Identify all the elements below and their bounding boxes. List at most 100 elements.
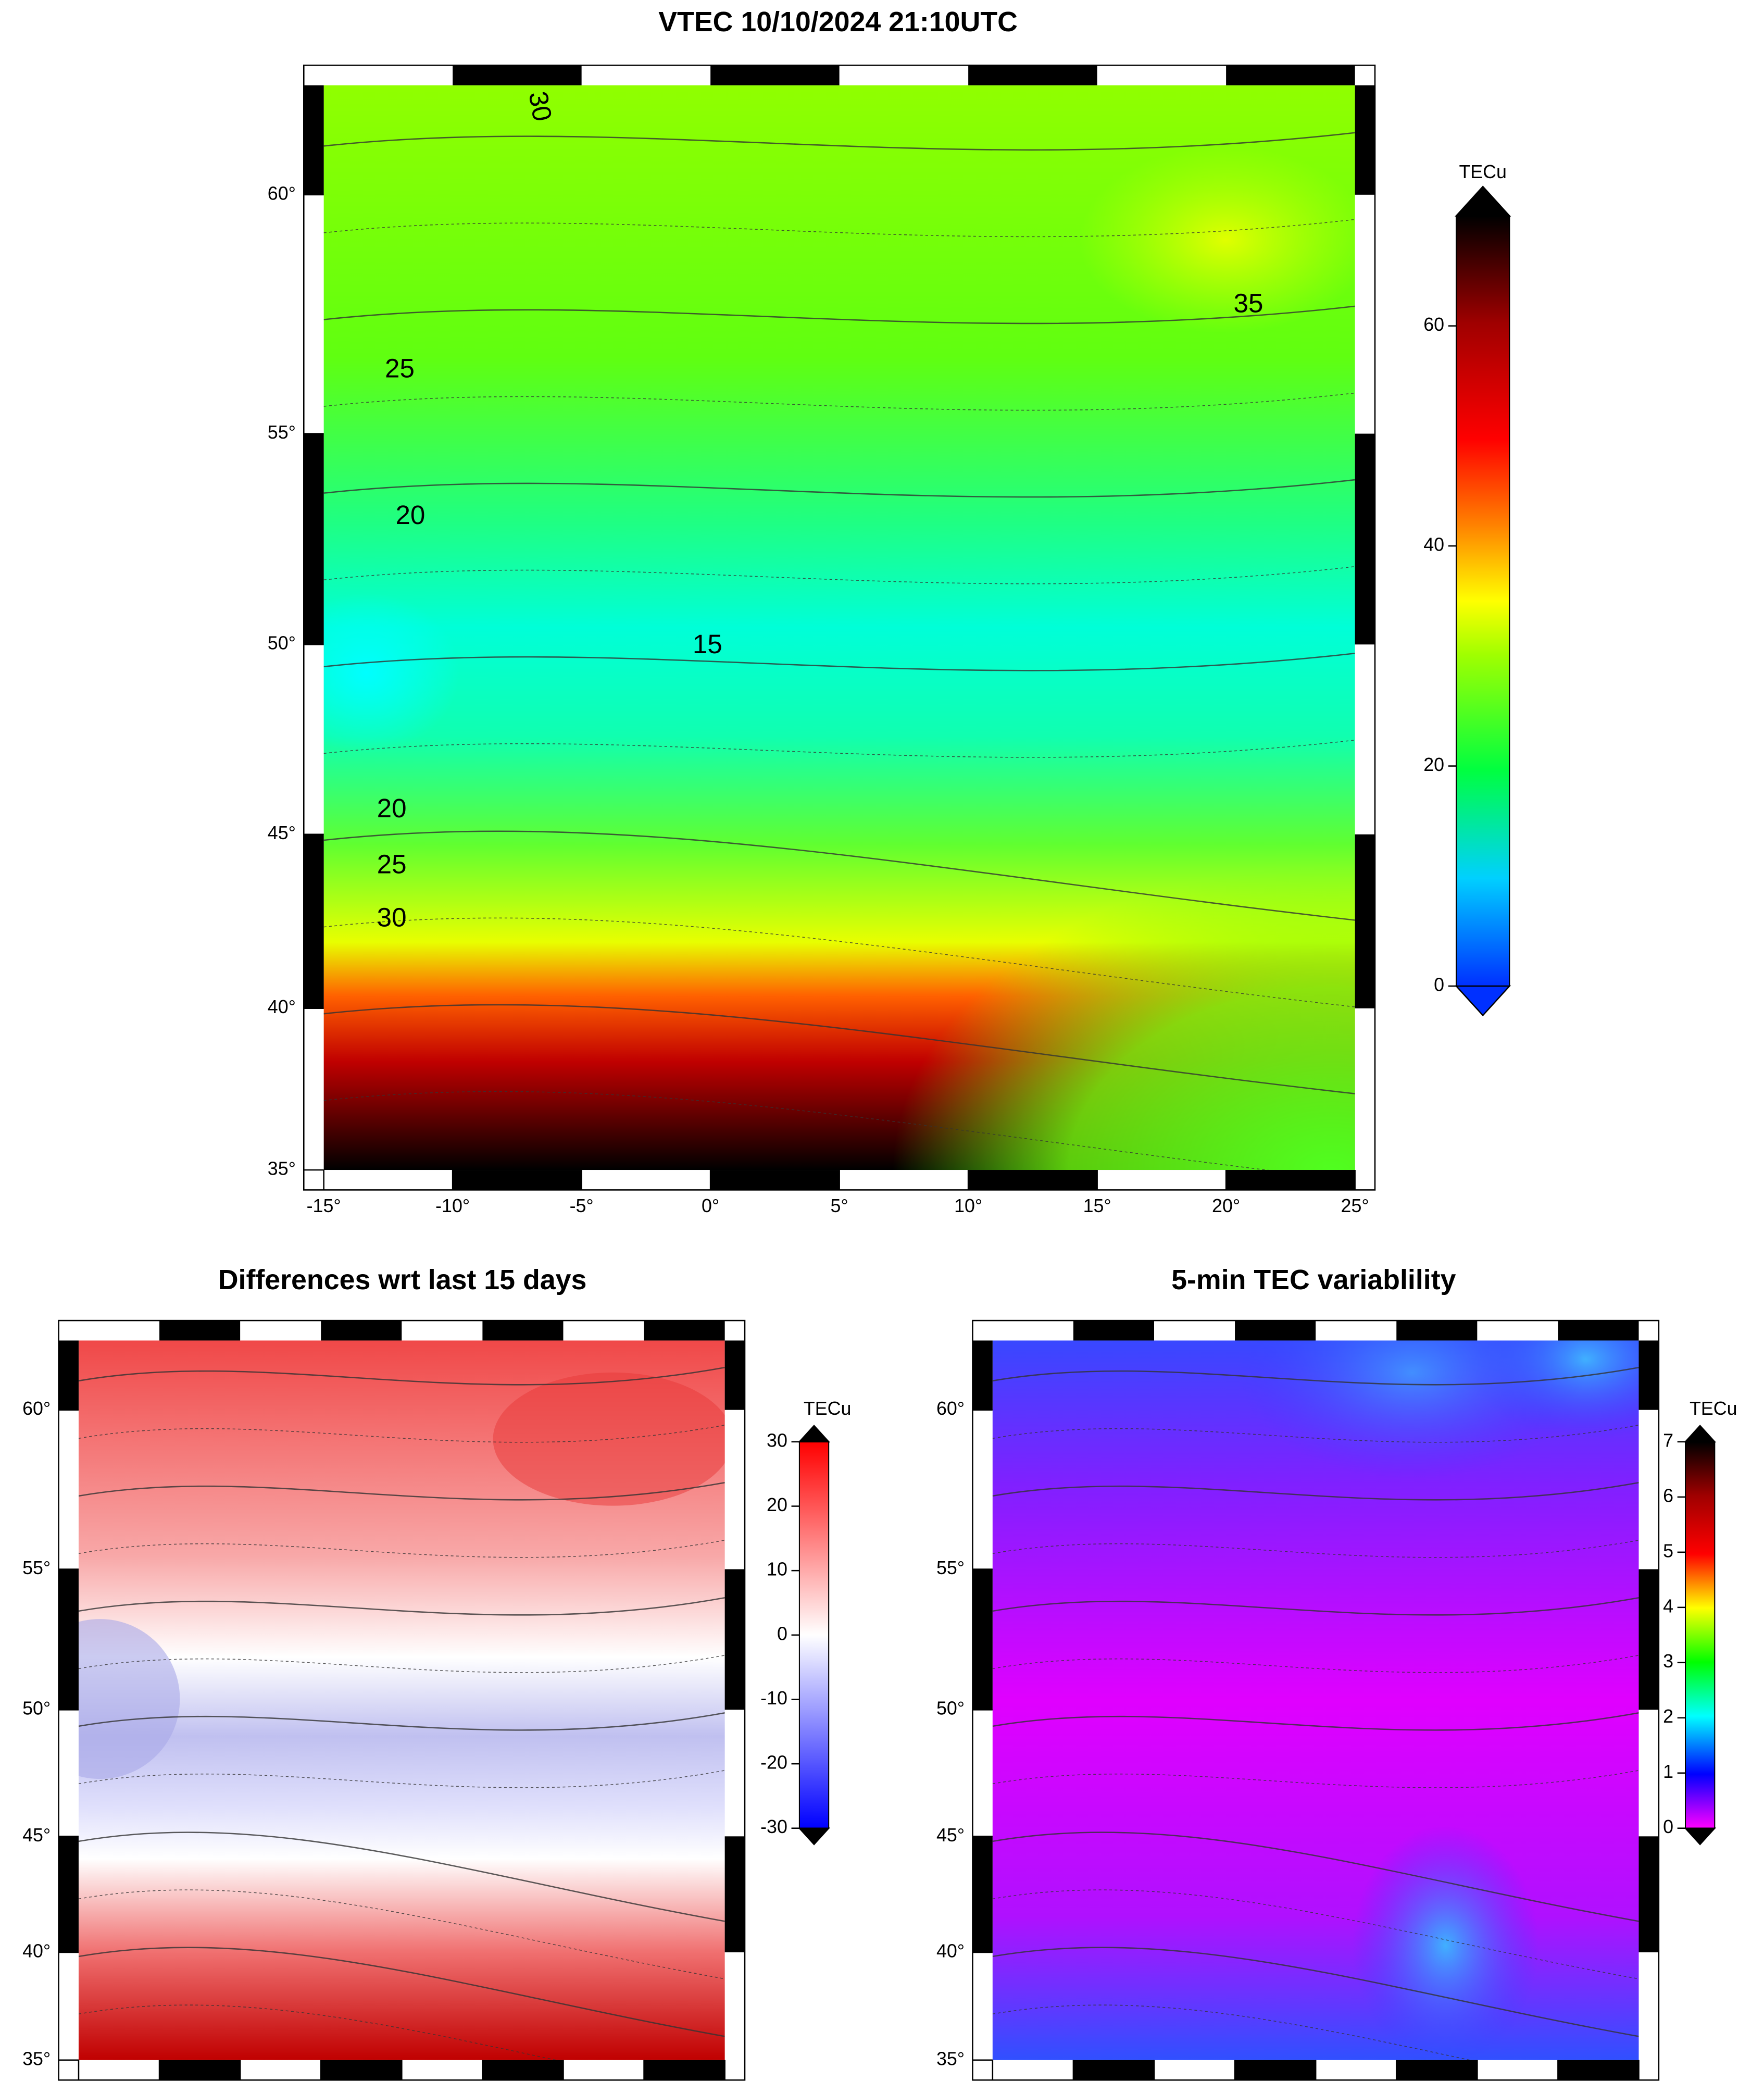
map-panel: Differences wrt last 15 days-15°-10°-5°0…	[22, 1264, 852, 2081]
contour-line	[78, 1597, 725, 1616]
colorbar-title: TECu	[804, 1398, 852, 1419]
contour-line	[992, 1540, 1639, 1558]
frame-block	[58, 1340, 79, 1410]
field-shading	[493, 1372, 725, 1506]
lat-tick-label: 55°	[268, 422, 296, 443]
colorbar-tick-label: -30	[760, 1816, 787, 1837]
colorbar-tick-label: -20	[760, 1752, 787, 1773]
field-shading	[323, 593, 460, 753]
contour-line	[78, 1889, 725, 1979]
map-overlay	[992, 1340, 1639, 2060]
colorbar-arrow	[1684, 1827, 1717, 1846]
colorbar	[1685, 1441, 1716, 1829]
lon-tick-label: 25°	[1341, 1195, 1369, 1216]
contour-line	[323, 1004, 1355, 1094]
frame-block	[972, 1340, 993, 1410]
colorbar-tick-label: 60	[1423, 314, 1444, 335]
contour-line	[323, 830, 1355, 921]
frame-block	[1226, 65, 1355, 85]
panel-title: VTEC 10/10/2024 21:10UTC	[658, 6, 1018, 38]
lon-tick-label: 5°	[831, 1195, 848, 1216]
lon-tick-label: -10°	[435, 1195, 470, 1216]
colorbar-arrow	[1455, 985, 1511, 1017]
frame-block	[644, 2060, 725, 2080]
colorbar-tick-label: 3	[1663, 1651, 1673, 1672]
panel-title: 5-min TEC variablility	[1171, 1264, 1456, 1295]
colorbar-tick-label: 1	[1663, 1761, 1673, 1782]
contour-label: 25	[385, 354, 415, 383]
colorbar-tick-label: 30	[767, 1430, 787, 1451]
frame-block	[1073, 1320, 1154, 1341]
lat-tick-label: 50°	[936, 1698, 965, 1719]
lat-tick-label: 45°	[268, 823, 296, 843]
lon-tick-label: -5°	[570, 1195, 594, 1216]
contour-line	[323, 917, 1355, 1007]
map-overlay	[323, 132, 1355, 1170]
frame-block	[1355, 433, 1375, 645]
frame-block	[1235, 2060, 1316, 2080]
contour-label: 30	[377, 903, 407, 932]
colorbar-arrow	[1684, 1425, 1717, 1443]
lat-tick-label: 50°	[268, 633, 296, 654]
lat-tick-label: 50°	[22, 1698, 51, 1719]
colorbar-tick-label: 6	[1663, 1485, 1673, 1506]
frame-block	[1396, 2060, 1478, 2080]
colorbar-tick-label: 4	[1663, 1596, 1673, 1616]
lat-tick-label: 35°	[22, 2048, 51, 2069]
lon-tick-label: 10°	[954, 1195, 982, 1216]
lat-tick-label: 35°	[936, 2048, 965, 2069]
frame-block	[482, 2060, 564, 2080]
lat-tick-label: 40°	[936, 1940, 965, 1961]
contour-line	[323, 305, 1355, 325]
frame-block	[1235, 1320, 1316, 1341]
frame-block	[1396, 1320, 1478, 1341]
frame-block	[1638, 1569, 1659, 1710]
contour-line	[78, 1947, 725, 2037]
colorbar-tick-label: 7	[1663, 1430, 1673, 1451]
contour-line	[992, 2004, 1472, 2060]
frame-block	[724, 1340, 745, 1410]
contour-label: 15	[693, 629, 722, 659]
frame-block	[710, 1170, 840, 1190]
contour-line	[78, 1481, 725, 1501]
lat-tick-label: 40°	[22, 1940, 51, 1961]
field-shading	[1079, 146, 1355, 333]
frame-block	[1073, 2060, 1154, 2080]
contour-line	[323, 479, 1355, 498]
colorbar-title: TECu	[1690, 1398, 1737, 1419]
colorbar-tick-label: 0	[777, 1623, 787, 1644]
contour-line	[992, 1947, 1639, 2037]
contour-line	[78, 1424, 725, 1443]
lon-tick-label: 0°	[702, 1195, 719, 1216]
colorbar-arrow	[1455, 185, 1511, 217]
frame-block	[968, 1170, 1097, 1190]
contour-line	[992, 1889, 1639, 1979]
frame-block	[1558, 1320, 1639, 1341]
contour-label: 30	[523, 89, 557, 123]
field-shading	[1352, 1825, 1539, 2060]
lat-tick-label: 60°	[22, 1398, 51, 1419]
contour-label: 20	[395, 500, 425, 530]
map-overlay	[78, 1366, 725, 2060]
contour-line	[78, 1831, 725, 1922]
contour-label: 25	[377, 849, 407, 879]
contour-label: 20	[377, 793, 407, 823]
frame-block	[453, 1170, 582, 1190]
frame-block	[1638, 1340, 1659, 1410]
contour-line	[323, 1091, 1269, 1170]
frame-block	[304, 834, 324, 1008]
frame-block	[304, 85, 324, 195]
field-shading	[78, 1619, 180, 1779]
contour-line	[992, 1712, 1639, 1731]
map-panel: VTEC 10/10/2024 21:10UTC -15° -10° -5° 0° 5° 1…	[268, 6, 1511, 1216]
frame-block	[159, 2060, 241, 2080]
map-panel: 5-min TEC variablility-15°-10°-5°0°5°10°…	[936, 1264, 1737, 2081]
frame-block	[972, 1836, 993, 1952]
lon-tick-label: 20°	[1212, 1195, 1240, 1216]
colorbar	[1456, 215, 1510, 987]
frame-block	[482, 1320, 564, 1341]
contour-line	[78, 1770, 725, 1788]
contour-line	[992, 1481, 1639, 1501]
colorbar-tick-label: 40	[1423, 534, 1444, 555]
